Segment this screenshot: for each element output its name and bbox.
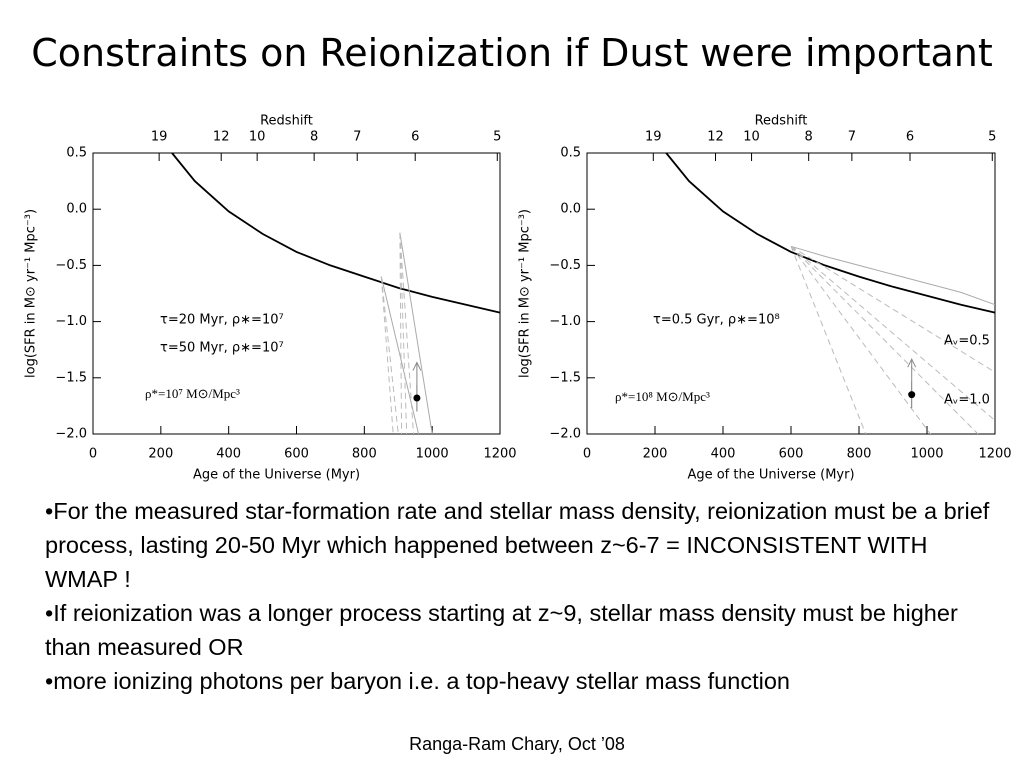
x2-tick-label: 19 [645, 130, 662, 145]
y-tick-label: −1.0 [549, 314, 581, 329]
data-point [908, 391, 916, 399]
bullet: For the measured star-formation rate and… [45, 494, 995, 596]
bullet: more ionizing photons per baryon i.e. a … [45, 664, 995, 698]
x2-axis-label: Redshift [755, 114, 808, 129]
y-tick-label: −1.0 [55, 314, 87, 329]
series-line [665, 152, 996, 314]
x-tick-label: 1000 [910, 447, 943, 462]
x-axis-label: Age of the Universe (Myr) [687, 468, 854, 483]
series-line [380, 276, 399, 435]
y-axis-label: log(SFR in M⊙ yr⁻¹ Mpc⁻³) [24, 209, 39, 378]
bullet: If reionization was a longer process sta… [45, 596, 995, 664]
annotation: τ=0.5 Gyr, ρ∗=10⁸ [653, 313, 780, 328]
x2-tick-label: 12 [213, 130, 230, 145]
x-tick-label: 0 [583, 447, 591, 462]
x2-tick-label: 7 [353, 130, 361, 145]
annotation: Aᵥ=0.5 [944, 334, 990, 349]
series-line [790, 246, 931, 435]
y-axis-label: log(SFR in M⊙ yr⁻¹ Mpc⁻³) [518, 209, 533, 378]
series-line [380, 276, 394, 435]
x2-tick-label: 5 [988, 130, 996, 145]
annotation: τ=50 Myr, ρ∗=10⁷ [160, 341, 284, 356]
x2-tick-label: 7 [848, 130, 856, 145]
annotation: Aᵥ=1.0 [944, 393, 990, 408]
y-tick-label: −2.0 [55, 427, 87, 442]
y-tick-label: 0.0 [560, 202, 581, 217]
y-tick-label: −1.5 [55, 370, 87, 385]
x-tick-label: 200 [643, 447, 668, 462]
x-tick-label: 200 [148, 447, 173, 462]
x-tick-label: 1000 [416, 447, 449, 462]
x2-tick-label: 8 [805, 130, 813, 145]
x2-tick-label: 19 [151, 130, 168, 145]
x-tick-label: 800 [352, 447, 377, 462]
series-line [171, 152, 501, 314]
x2-axis-label: Redshift [260, 114, 313, 129]
slide-title: Constraints on Reionization if Dust were… [31, 31, 993, 75]
y-tick-label: −0.5 [549, 258, 581, 273]
arrow-head [412, 361, 422, 371]
x2-tick-label: 12 [707, 130, 724, 145]
annotation: ρ*=10⁸ M⊙/Mpc³ [615, 389, 710, 404]
x2-tick-label: 6 [906, 130, 914, 145]
series-line [399, 232, 414, 435]
series-line [790, 246, 867, 435]
series-line [790, 245, 996, 306]
y-tick-label: −2.0 [549, 427, 581, 442]
x-tick-label: 0 [89, 447, 97, 462]
x2-tick-label: 8 [310, 130, 318, 145]
series-line [790, 245, 979, 435]
series-line [399, 232, 433, 435]
footer: Ranga-Ram Chary, Oct ’08 [409, 734, 625, 754]
y-tick-label: 0.0 [66, 202, 87, 217]
x-tick-label: 1200 [978, 447, 1011, 462]
annotation: τ=20 Myr, ρ∗=10⁷ [160, 313, 284, 328]
y-tick-label: −1.5 [549, 370, 581, 385]
x2-tick-label: 5 [493, 130, 501, 145]
x2-tick-label: 6 [411, 130, 419, 145]
x-tick-label: 400 [711, 447, 736, 462]
x-tick-label: 600 [284, 447, 309, 462]
x-tick-label: 400 [216, 447, 241, 462]
series-line [399, 232, 403, 435]
y-tick-label: 0.5 [560, 146, 581, 161]
series-line [790, 245, 996, 373]
y-tick-label: 0.5 [66, 146, 87, 161]
series-line [380, 276, 420, 435]
data-point [413, 394, 421, 402]
annotation: ρ*=10⁷ M⊙/Mpc³ [145, 386, 240, 401]
series-line [790, 245, 996, 421]
y-tick-label: −0.5 [55, 258, 87, 273]
bullet-list: For the measured star-formation rate and… [45, 494, 995, 698]
x2-tick-label: 10 [249, 130, 266, 145]
x-tick-label: 600 [779, 447, 804, 462]
arrow-head [907, 358, 917, 368]
x2-tick-label: 10 [743, 130, 760, 145]
x-tick-label: 1200 [483, 447, 516, 462]
series-line [399, 232, 408, 435]
x-tick-label: 800 [847, 447, 872, 462]
x-axis-label: Age of the Universe (Myr) [193, 468, 360, 483]
